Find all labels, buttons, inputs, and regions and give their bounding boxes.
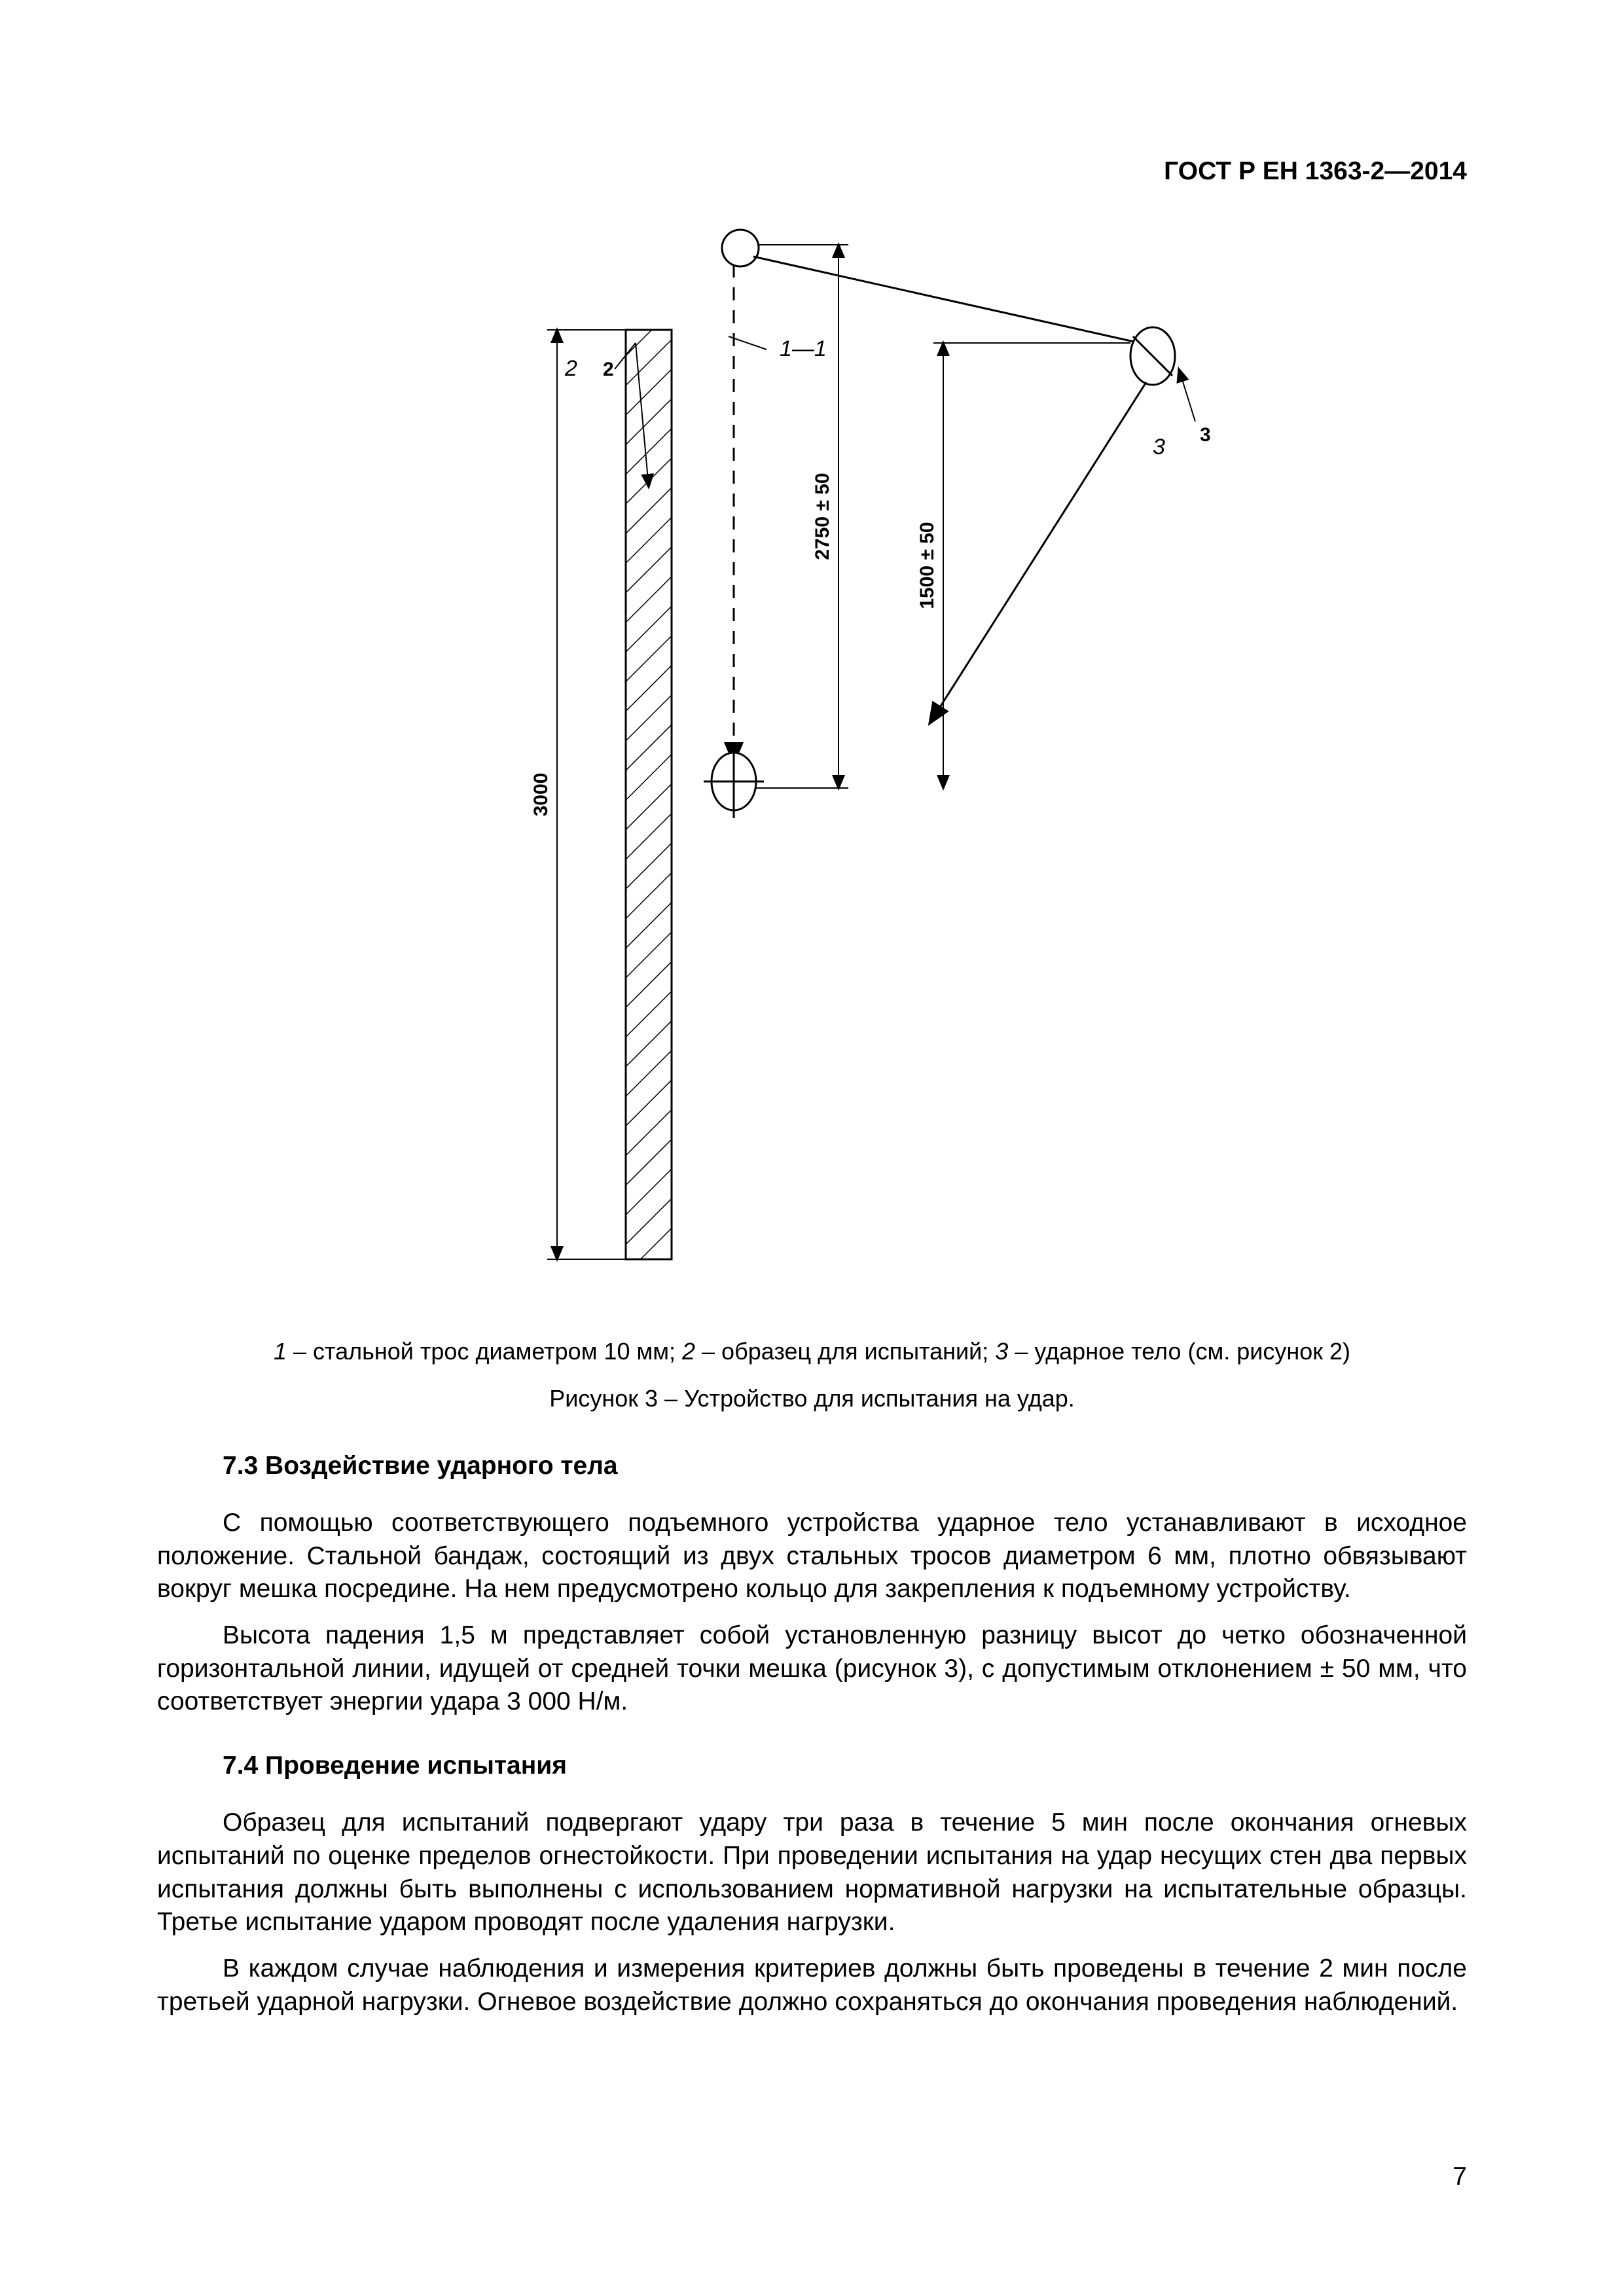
- legend-key-2: 2: [682, 1338, 695, 1365]
- svg-text:2: 2: [603, 359, 614, 380]
- svg-text:3000: 3000: [530, 773, 552, 817]
- svg-text:2: 2: [564, 356, 577, 381]
- document-header: ГОСТ Р ЕН 1363-2—2014: [157, 157, 1467, 186]
- legend-key-1: 1: [274, 1338, 287, 1365]
- svg-text:3: 3: [1200, 424, 1211, 446]
- svg-text:2750 ± 50: 2750 ± 50: [812, 473, 833, 560]
- figure-legend: 1 – стальной трос диаметром 10 мм; 2 – о…: [157, 1338, 1467, 1365]
- page-number: 7: [1453, 2162, 1467, 2191]
- legend-text-1: – стальной трос диаметром 10 мм;: [287, 1338, 682, 1365]
- heading-7-3: 7.3 Воздействие ударного тела: [223, 1452, 1467, 1480]
- svg-text:1500 ± 50: 1500 ± 50: [916, 522, 938, 609]
- svg-text:1—1: 1—1: [780, 336, 827, 361]
- figure-3-diagram: 3000 2750 ± 50 1500 ± 50 1—1 2 2 3 3: [157, 212, 1467, 1312]
- heading-7-4: 7.4 Проведение испытания: [223, 1751, 1467, 1780]
- para-7-3-1: С помощью соответствующего подъемного ус…: [157, 1507, 1467, 1606]
- svg-text:3: 3: [1153, 435, 1165, 459]
- legend-key-3: 3: [995, 1338, 1008, 1365]
- figure-caption: Рисунок 3 – Устройство для испытания на …: [157, 1385, 1467, 1412]
- para-7-4-1: Образец для испытаний подвергают удару т…: [157, 1806, 1467, 1939]
- legend-text-3: – ударное тело (см. рисунок 2): [1008, 1338, 1350, 1365]
- para-7-3-2: Высота падения 1,5 м представляет собой …: [157, 1619, 1467, 1719]
- legend-text-2: – образец для испытаний;: [695, 1338, 995, 1365]
- para-7-4-2: В каждом случае наблюдения и измерения к…: [157, 1952, 1467, 2018]
